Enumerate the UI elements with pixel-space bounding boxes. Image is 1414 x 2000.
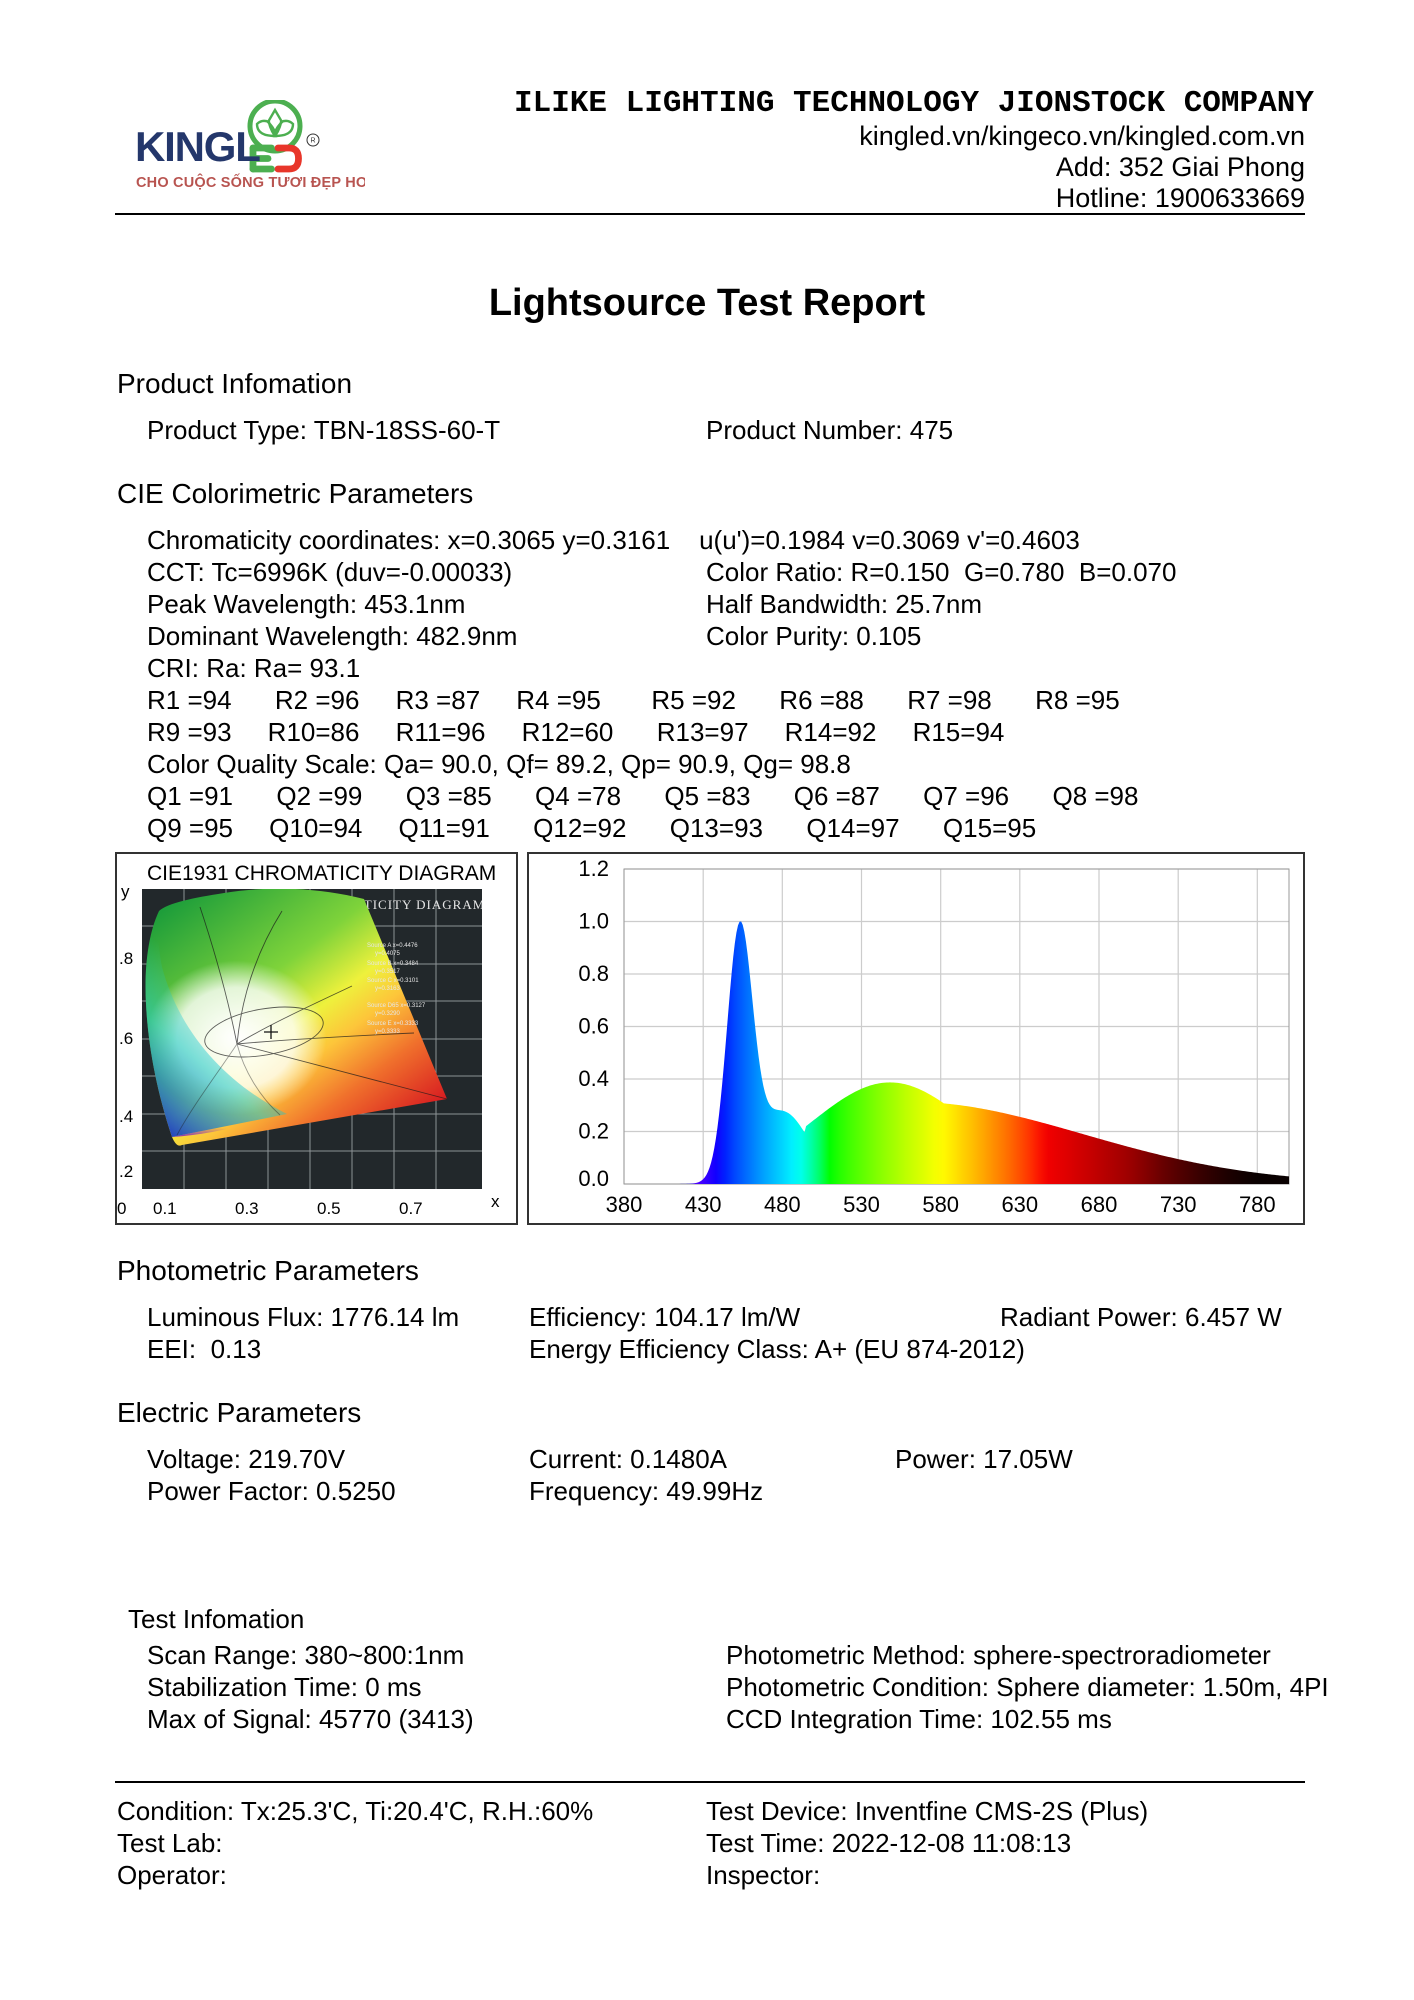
svg-text:y=0.3163: y=0.3163 [375,986,401,992]
svg-text:630: 630 [1001,1192,1038,1217]
svg-text:R: R [310,138,315,145]
svg-text:580: 580 [922,1192,959,1217]
svg-text:KINGL: KINGL [135,123,260,170]
svg-text:480: 480 [764,1192,801,1217]
svg-text:Source B x=0.3484: Source B x=0.3484 [367,961,419,967]
svg-text:430: 430 [685,1192,722,1217]
svg-text:y=0.4075: y=0.4075 [375,951,401,957]
svg-text:1.0: 1.0 [578,909,609,934]
svg-text:y=0.3333: y=0.3333 [375,1029,401,1035]
svg-text:0.8: 0.8 [578,961,609,986]
svg-text:Source D65 x=0.3127: Source D65 x=0.3127 [367,1003,426,1009]
svg-text:Source A x=0.4476: Source A x=0.4476 [367,943,418,949]
svg-text:0.6: 0.6 [578,1014,609,1039]
svg-text:0.2: 0.2 [578,1119,609,1144]
svg-text:680: 680 [1081,1192,1118,1217]
svg-text:Source E x=0.3333: Source E x=0.3333 [367,1021,419,1027]
svg-text:730: 730 [1160,1192,1197,1217]
svg-text:y=0.3290: y=0.3290 [375,1011,401,1017]
svg-text:y=0.3517: y=0.3517 [375,969,401,975]
svg-text:530: 530 [843,1192,880,1217]
svg-text:CHO CUỘC SỐNG TƯƠI ĐẸP HƠN: CHO CUỘC SỐNG TƯƠI ĐẸP HƠN [136,173,365,191]
svg-text:1.2: 1.2 [578,856,609,881]
svg-text:780: 780 [1239,1192,1276,1217]
svg-text:380: 380 [606,1192,643,1217]
svg-text:Source C x=0.3101: Source C x=0.3101 [367,978,419,984]
svg-text:0.0: 0.0 [578,1166,609,1191]
svg-text:0.4: 0.4 [578,1066,609,1091]
